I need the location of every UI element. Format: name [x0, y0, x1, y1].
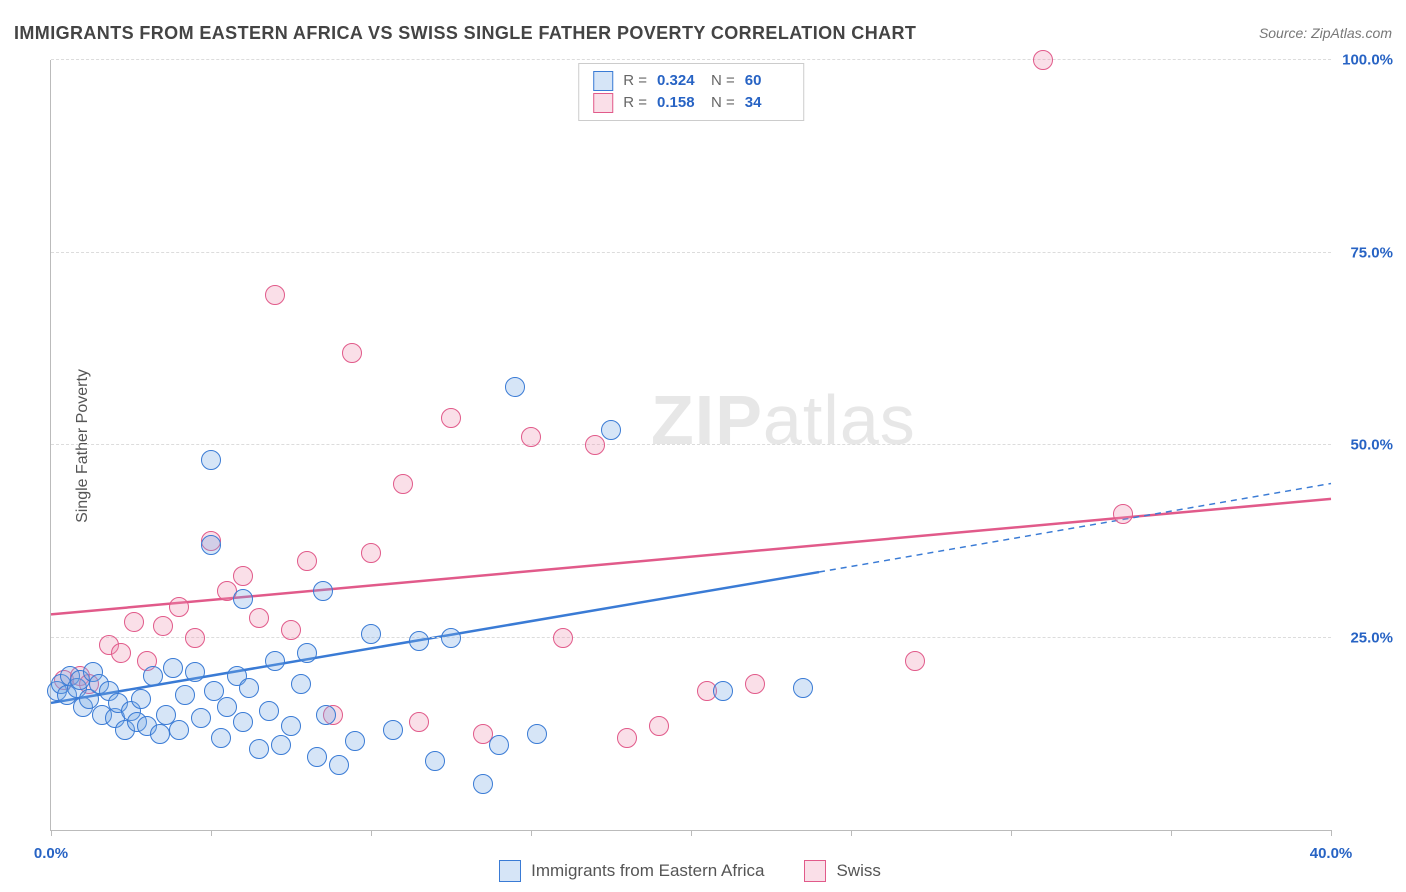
data-point-eastern-africa [601, 420, 621, 440]
correlation-legend: R = 0.324 N = 60 R = 0.158 N = 34 [578, 63, 804, 121]
swatch-series-b [804, 860, 826, 882]
data-point-swiss [124, 612, 144, 632]
data-point-eastern-africa [361, 624, 381, 644]
swatch-series-a [499, 860, 521, 882]
data-point-swiss [1033, 50, 1053, 70]
data-point-swiss [281, 620, 301, 640]
data-point-eastern-africa [185, 662, 205, 682]
swatch-series-a [593, 71, 613, 91]
y-tick-label: 75.0% [1337, 244, 1393, 261]
legend-item-series-a: Immigrants from Eastern Africa [499, 860, 764, 882]
scatter-plot-area: ZIPatlas R = 0.324 N = 60 R = 0.158 N = … [50, 60, 1331, 831]
data-point-swiss [297, 551, 317, 571]
data-point-eastern-africa [175, 685, 195, 705]
x-tick [531, 830, 532, 836]
data-point-eastern-africa [201, 535, 221, 555]
data-point-eastern-africa [259, 701, 279, 721]
data-point-swiss [153, 616, 173, 636]
data-point-swiss [649, 716, 669, 736]
data-point-swiss [1113, 504, 1133, 524]
data-point-swiss [553, 628, 573, 648]
x-tick [1331, 830, 1332, 836]
legend-item-series-b: Swiss [804, 860, 880, 882]
data-point-swiss [111, 643, 131, 663]
data-point-eastern-africa [281, 716, 301, 736]
data-point-eastern-africa [713, 681, 733, 701]
data-point-swiss [185, 628, 205, 648]
data-point-eastern-africa [217, 697, 237, 717]
data-point-eastern-africa [297, 643, 317, 663]
x-tick [211, 830, 212, 836]
legend-row-series-a: R = 0.324 N = 60 [593, 70, 789, 92]
y-tick-label: 100.0% [1337, 52, 1393, 69]
x-tick [1011, 830, 1012, 836]
data-point-eastern-africa [383, 720, 403, 740]
gridline-horizontal [51, 444, 1331, 445]
gridline-horizontal [51, 59, 1331, 60]
data-point-eastern-africa [329, 755, 349, 775]
data-point-swiss [393, 474, 413, 494]
data-point-eastern-africa [239, 678, 259, 698]
data-point-eastern-africa [191, 708, 211, 728]
data-point-swiss [745, 674, 765, 694]
data-point-eastern-africa [527, 724, 547, 744]
data-point-eastern-africa [131, 689, 151, 709]
legend-label-series-b: Swiss [836, 861, 880, 881]
data-point-swiss [342, 343, 362, 363]
data-point-eastern-africa [271, 735, 291, 755]
data-point-eastern-africa [211, 728, 231, 748]
data-point-swiss [249, 608, 269, 628]
x-tick [851, 830, 852, 836]
data-point-eastern-africa [793, 678, 813, 698]
data-point-eastern-africa [441, 628, 461, 648]
data-point-eastern-africa [169, 720, 189, 740]
data-point-swiss [361, 543, 381, 563]
data-point-eastern-africa [233, 712, 253, 732]
legend-label-series-a: Immigrants from Eastern Africa [531, 861, 764, 881]
data-point-eastern-africa [143, 666, 163, 686]
data-point-swiss [265, 285, 285, 305]
x-tick [691, 830, 692, 836]
swatch-series-b [593, 93, 613, 113]
data-point-eastern-africa [233, 589, 253, 609]
data-point-swiss [169, 597, 189, 617]
data-point-eastern-africa [425, 751, 445, 771]
data-point-eastern-africa [291, 674, 311, 694]
chart-title: IMMIGRANTS FROM EASTERN AFRICA VS SWISS … [14, 23, 916, 44]
data-point-eastern-africa [150, 724, 170, 744]
data-point-eastern-africa [409, 631, 429, 651]
data-point-swiss [441, 408, 461, 428]
x-tick [371, 830, 372, 836]
data-point-eastern-africa [316, 705, 336, 725]
data-point-swiss [233, 566, 253, 586]
data-point-eastern-africa [489, 735, 509, 755]
data-point-eastern-africa [249, 739, 269, 759]
data-point-swiss [617, 728, 637, 748]
y-tick-label: 50.0% [1337, 437, 1393, 454]
x-tick [1171, 830, 1172, 836]
data-point-eastern-africa [313, 581, 333, 601]
data-point-eastern-africa [265, 651, 285, 671]
data-point-eastern-africa [201, 450, 221, 470]
gridline-horizontal [51, 252, 1331, 253]
x-tick [51, 830, 52, 836]
data-point-swiss [409, 712, 429, 732]
data-point-swiss [905, 651, 925, 671]
y-tick-label: 25.0% [1337, 629, 1393, 646]
data-point-swiss [521, 427, 541, 447]
series-legend: Immigrants from Eastern Africa Swiss [50, 860, 1330, 882]
data-point-eastern-africa [307, 747, 327, 767]
legend-row-series-b: R = 0.158 N = 34 [593, 92, 789, 114]
data-point-swiss [585, 435, 605, 455]
source-attribution: Source: ZipAtlas.com [1259, 25, 1392, 41]
data-point-eastern-africa [505, 377, 525, 397]
data-point-eastern-africa [163, 658, 183, 678]
gridline-horizontal [51, 637, 1331, 638]
data-point-eastern-africa [345, 731, 365, 751]
data-point-eastern-africa [473, 774, 493, 794]
